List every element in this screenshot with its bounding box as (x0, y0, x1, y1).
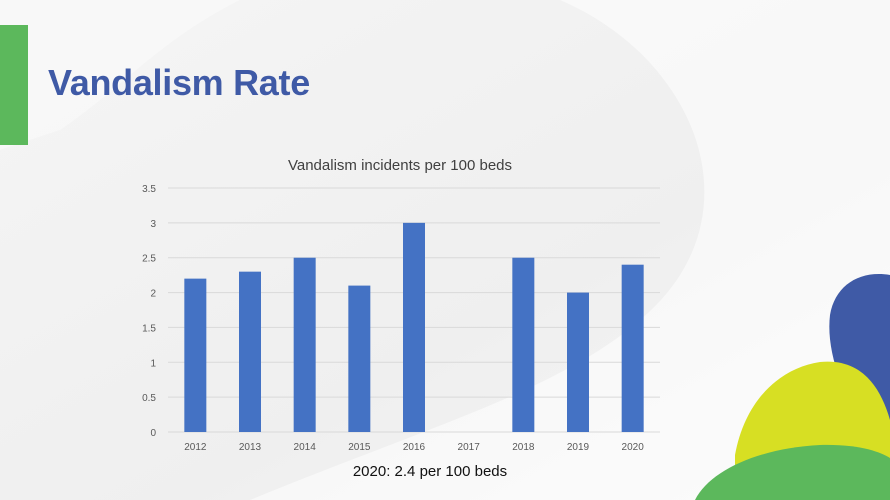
background-swoosh (250, 0, 890, 500)
decor-green-shape (695, 444, 890, 500)
x-tick-label: 2014 (294, 442, 317, 453)
x-tick-label: 2016 (403, 442, 426, 453)
bar-2014 (293, 257, 316, 432)
y-tick-label: 2.5 (142, 254, 156, 265)
slide-title: Vandalism Rate (48, 62, 310, 103)
bar-2018 (512, 257, 535, 432)
y-tick-label: 0 (150, 428, 156, 439)
x-tick-label: 2020 (622, 442, 645, 453)
accent-bar (0, 25, 28, 145)
y-tick-label: 0.5 (142, 393, 156, 404)
bar-2012 (184, 278, 207, 432)
y-tick-label: 2 (150, 289, 156, 300)
bar-2015 (348, 285, 371, 432)
bar-2013 (239, 271, 261, 432)
x-tick-label: 2018 (512, 442, 535, 453)
bar-2020 (621, 264, 644, 432)
chart-caption: 2020: 2.4 per 100 beds (352, 463, 508, 480)
chart-title: Vandalism incidents per 100 beds (287, 157, 513, 174)
bar-2016 (403, 222, 425, 432)
y-tick-label: 3 (150, 219, 156, 230)
x-tick-label: 2015 (348, 442, 371, 453)
x-tick-label: 2017 (458, 442, 481, 453)
background-swoosh-inner (0, 0, 240, 150)
y-tick-label: 3.5 (142, 184, 156, 195)
y-tick-label: 1 (150, 358, 156, 369)
x-tick-label: 2013 (239, 442, 262, 453)
bar-2019 (567, 292, 589, 432)
x-tick-label: 2019 (567, 442, 590, 453)
y-tick-label: 1.5 (142, 323, 156, 334)
x-tick-label: 2012 (184, 442, 207, 453)
